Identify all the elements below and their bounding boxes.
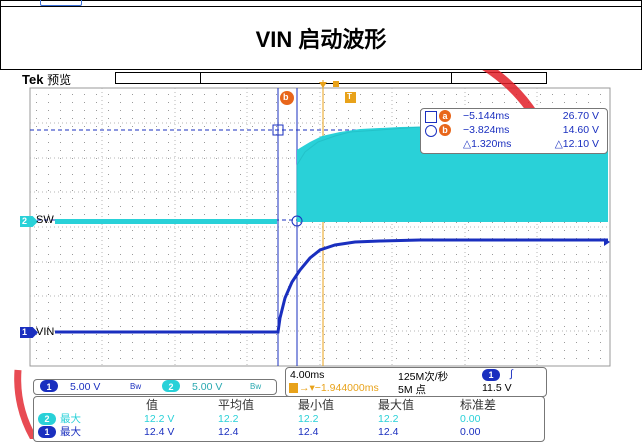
page-title: VIN 启动波形 (0, 7, 642, 70)
ch2-name: SW (36, 214, 54, 226)
cursor-readout-panel[interactable]: a −5.144ms 26.70 V b −3.824ms 14.60 V △1… (420, 108, 608, 154)
measurement-table[interactable]: 值 平均值 最小值 最大值 标准差 2 最大 12.2 V 12.2 12.2 … (33, 396, 545, 442)
trigger-tag (345, 92, 356, 103)
trigger-level-arrow (604, 238, 610, 246)
watermark-arc-lower (14, 369, 38, 439)
meas-row2-min: 12.4 (298, 426, 319, 438)
oscilloscope-screen: Tek 预览 (0, 70, 642, 442)
ch2-marker[interactable]: 2 (20, 216, 38, 227)
ch1-name: VIN (36, 326, 55, 338)
meas-row2-max: 12.4 (378, 426, 399, 438)
cursor-delta-value: △12.10 V (554, 138, 599, 150)
brand-label: Tek 预览 (22, 72, 72, 87)
cursor-a-label-badge: a (439, 110, 451, 122)
ch1-status-pill[interactable]: 1 (40, 380, 58, 392)
trigger-arrow-tag (333, 81, 339, 87)
cursor-a-square-marker (272, 124, 284, 136)
ch1-vin-trace (55, 238, 608, 334)
trigger-channel-pill[interactable]: 1 (482, 369, 500, 381)
meas-header-max: 最大值 (378, 398, 415, 412)
meas-row1-value: 12.2 V (144, 413, 175, 425)
meas-row2-stddev: 0.00 (460, 426, 481, 438)
ch2-baseline-trace (55, 219, 277, 224)
cursor-b-label-badge: b (439, 124, 451, 136)
ch1-bw-icon: Bw (130, 382, 142, 391)
meas-row1-mean: 12.2 (218, 413, 239, 425)
cursor-tag-b-label: b (283, 92, 289, 102)
trigger-slope-icon: ∫ (510, 368, 513, 380)
trigger-position: →▾−1.944000ms (299, 382, 379, 394)
meas-row2-channel: 1 (38, 426, 56, 438)
ch1-marker[interactable]: 1 (20, 327, 38, 338)
record-overview-bar[interactable] (115, 72, 547, 84)
meas-header-value: 值 (146, 398, 159, 412)
meas-row2-value: 12.4 V (144, 426, 175, 438)
cursor-b-circle-icon (425, 125, 437, 137)
meas-row2-mean: 12.4 (218, 426, 239, 438)
cursor-a-value: 26.70 V (562, 110, 599, 122)
meas-row1-min: 12.2 (298, 413, 319, 425)
sample-rate: 125M次/秒 (398, 371, 449, 383)
meas-row1-channel: 2 (38, 413, 56, 425)
cursor-b-time: −3.824ms (463, 124, 510, 136)
top-strip (0, 0, 642, 7)
timebase-panel[interactable]: 4.00ms 125M次/秒 1 ∫ →▾−1.944000ms 5M 点 11… (285, 367, 547, 397)
cursor-a-time: −5.144ms (463, 110, 510, 122)
ch2-scale: 5.00 V (192, 381, 223, 393)
meas-header-stddev: 标准差 (460, 398, 497, 412)
meas-row2-label: 最大 (60, 426, 81, 438)
meas-row1-max: 12.2 (378, 413, 399, 425)
meas-header-min: 最小值 (298, 398, 335, 412)
trigger-position-tag (289, 383, 298, 393)
top-strip-fragment (40, 0, 82, 6)
meas-header-mean: 平均值 (218, 398, 255, 412)
cursor-tag-b (280, 91, 294, 105)
record-view-window[interactable] (200, 73, 452, 83)
cursor-b-value: 14.60 V (562, 124, 599, 136)
title-text: VIN 启动波形 (255, 27, 387, 52)
trigger-arrow-icon (319, 82, 327, 88)
trigger-level: 11.5 V (482, 382, 512, 394)
meas-row1-label: 最大 (60, 413, 81, 425)
cursor-b-circle-marker (291, 215, 303, 227)
trigger-tag-label: T (347, 92, 352, 101)
channel-status-bar[interactable]: 1 5.00 V Bw 2 5.00 V Bw (33, 379, 277, 395)
ch2-bw-icon: Bw (250, 382, 262, 391)
meas-row1-stddev: 0.00 (460, 413, 481, 425)
cursor-delta-time: △1.320ms (463, 138, 512, 150)
ch2-status-pill[interactable]: 2 (162, 380, 180, 392)
ch1-scale: 5.00 V (70, 381, 101, 393)
time-scale: 4.00ms (290, 369, 325, 381)
cursor-a-square-icon (425, 111, 437, 123)
mode-label: 预览 (47, 73, 72, 87)
record-length: 5M 点 (398, 384, 427, 396)
